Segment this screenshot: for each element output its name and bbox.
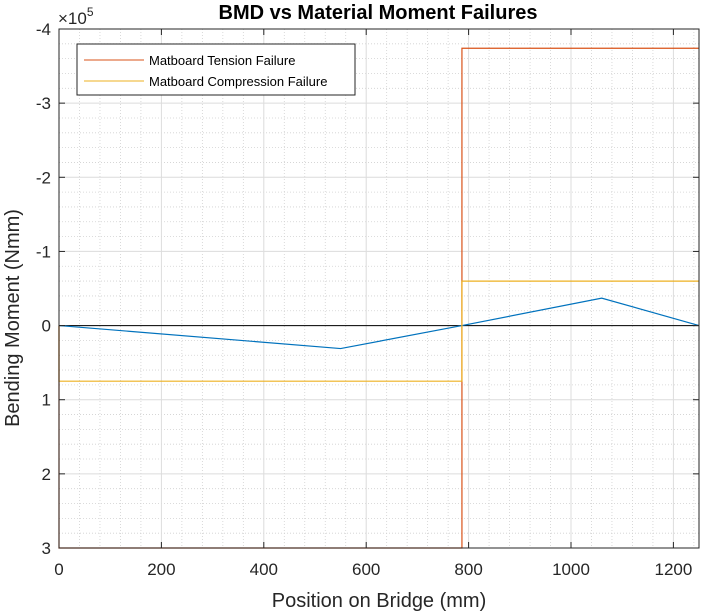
bmd-series-line: [58, 297, 700, 350]
x-tick-label: 1200: [654, 560, 692, 579]
y-axis-ticks: -4 -3 -2 -1 0 1 2 3: [36, 20, 699, 558]
y-tick-label: -1: [36, 242, 51, 261]
legend-box: [76, 43, 356, 96]
x-tick-label: 800: [454, 560, 482, 579]
x-tick-label: 1000: [552, 560, 590, 579]
x-axis-ticks: 0 200 400 600 800 1000 1200: [54, 29, 692, 579]
y-exponent-label: ×105: [58, 5, 94, 28]
y-tick-label: 2: [42, 465, 51, 484]
y-tick-label: -3: [36, 94, 51, 113]
chart-title: BMD vs Material Moment Failures: [219, 2, 538, 24]
y-exponent-base: ×10: [58, 9, 87, 28]
major-grid: [58, 28, 699, 549]
y-tick-label: 0: [42, 317, 51, 336]
y-tick-label: 3: [42, 539, 51, 558]
y-tick-label: -2: [36, 168, 51, 187]
minor-grid: [59, 29, 699, 548]
y-tick-label: -4: [36, 20, 51, 39]
legend: Matboard Tension Failure Matboard Compre…: [76, 43, 356, 96]
x-tick-label: 200: [147, 560, 175, 579]
x-tick-label: 0: [54, 560, 63, 579]
x-axis-label: Position on Bridge (mm): [272, 590, 487, 612]
x-tick-label: 600: [352, 560, 380, 579]
axes-box: [58, 28, 700, 549]
y-axis-label: Bending Moment (Nmm): [2, 209, 24, 427]
x-tick-label: 400: [250, 560, 278, 579]
series-layer: [58, 47, 700, 549]
legend-label-tension: Matboard Tension Failure: [149, 53, 295, 68]
legend-label-compression: Matboard Compression Failure: [149, 74, 327, 89]
y-tick-label: 1: [42, 391, 51, 410]
y-exponent-power: 5: [87, 5, 94, 19]
